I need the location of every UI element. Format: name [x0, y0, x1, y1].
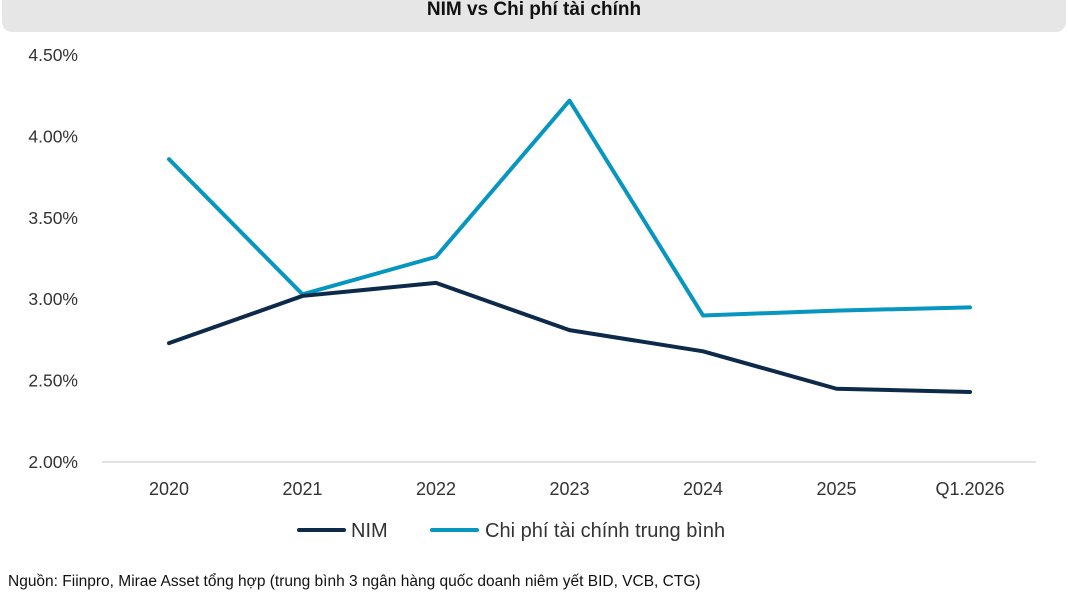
- y-axis-ticks: 2.00% 2.50% 3.00% 3.50% 4.00% 4.50%: [28, 45, 78, 472]
- source-note: Nguồn: Fiinpro, Mirae Asset tổng hợp (tr…: [8, 573, 701, 590]
- x-tick-label: 2021: [282, 479, 322, 499]
- y-tick-label: 4.00%: [28, 126, 78, 146]
- x-tick-label: 2023: [549, 479, 589, 499]
- line-chart: 2.00%2.50%3.00%3.50%4.00%4.50% 2020 2021 2…: [28, 45, 1036, 542]
- x-tick-label: Q1.2026: [935, 479, 1004, 499]
- y-tick-label: 4.50%: [28, 45, 78, 65]
- y-tick-label: 3.00%: [28, 289, 78, 309]
- y-tick-label: 2.50%: [28, 371, 78, 391]
- nim-line: [167, 280, 972, 394]
- chart-title-bar: NIM vs Chi phí tài chính: [2, 0, 1066, 32]
- x-axis-ticks: 2020 2021 2022 2023 2024 2025 Q1.2026: [149, 479, 1005, 499]
- x-tick-label: 2022: [416, 479, 456, 499]
- legend-item-nim-label: NIM: [351, 520, 388, 542]
- y-tick-label: 2.00%: [28, 452, 78, 472]
- y-tick-label: 3.50%: [28, 208, 78, 228]
- chart-title: NIM vs Chi phí tài chính: [426, 0, 642, 20]
- legend-item-funding-cost-label: Chi phí tài chính trung bình: [485, 520, 725, 542]
- legend: NIM Chi phí tài chính trung bình: [297, 520, 725, 542]
- x-tick-label: 2025: [816, 479, 856, 499]
- x-tick-label: 2020: [149, 479, 189, 499]
- funding-cost-line: [167, 98, 972, 318]
- x-tick-label: 2024: [683, 479, 723, 499]
- series-lines: [167, 98, 972, 394]
